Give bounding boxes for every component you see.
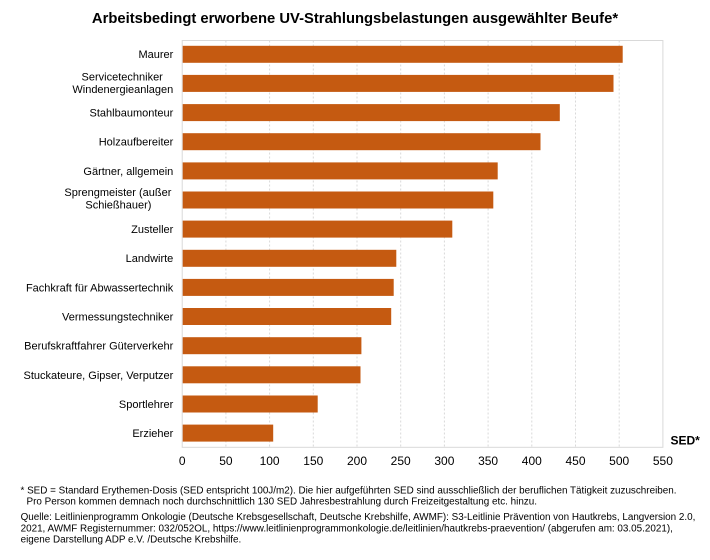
svg-text:Maurer: Maurer [138,49,173,61]
svg-text:Fachkraft für Abwassertechnik: Fachkraft für Abwassertechnik [26,282,174,294]
svg-text:Quelle: Leitlinienprogramm Onk: Quelle: Leitlinienprogramm Onkologie (De… [21,512,696,523]
svg-text:Sprengmeister (außer: Sprengmeister (außer [64,187,171,199]
svg-text:* SED = Standard Erythemen-Dos: * SED = Standard Erythemen-Dosis (SED en… [21,485,677,496]
svg-text:350: 350 [478,454,498,468]
svg-text:300: 300 [434,454,454,468]
svg-text:400: 400 [522,454,542,468]
svg-text:150: 150 [303,454,323,468]
svg-text:eigene Darstellung ADP e.V. /D: eigene Darstellung ADP e.V. /Deutsche Kr… [21,535,242,546]
svg-text:550: 550 [653,454,673,468]
svg-text:Arbeitsbedingt erworbene UV-St: Arbeitsbedingt erworbene UV-Strahlungsbe… [92,11,618,27]
svg-text:Vermessungstechniker: Vermessungstechniker [62,312,174,324]
svg-text:50: 50 [219,454,233,468]
svg-text:Sportlehrer: Sportlehrer [119,399,174,411]
svg-text:Pro Person kommen demnach noch: Pro Person kommen demnach noch durchschn… [27,497,537,508]
svg-text:Berufskraftfahrer Güterverkehr: Berufskraftfahrer Güterverkehr [24,341,174,353]
svg-text:500: 500 [609,454,629,468]
svg-text:200: 200 [347,454,367,468]
svg-text:Erzieher: Erzieher [132,428,173,440]
svg-text:2021, AWMF Registernummer: 032: 2021, AWMF Registernummer: 032/052OL, ht… [21,523,673,534]
svg-text:250: 250 [391,454,411,468]
svg-text:Schießhauer): Schießhauer) [85,200,151,212]
svg-text:Stahlbaumonteur: Stahlbaumonteur [90,108,174,120]
svg-text:450: 450 [565,454,585,468]
svg-text:Zusteller: Zusteller [131,224,174,236]
svg-text:Holzaufbereiter: Holzaufbereiter [99,137,174,149]
svg-text:100: 100 [260,454,280,468]
svg-text:Gärtner, allgemein: Gärtner, allgemein [83,166,173,178]
svg-text:Windenergieanlagen: Windenergieanlagen [72,84,173,96]
svg-text:SED*: SED* [671,434,701,448]
svg-text:Stuckateure, Gipser, Verputzer: Stuckateure, Gipser, Verputzer [23,370,173,382]
svg-text:Landwirte: Landwirte [126,253,174,265]
svg-text:0: 0 [179,454,186,468]
svg-text:Servicetechniker: Servicetechniker [82,72,164,84]
